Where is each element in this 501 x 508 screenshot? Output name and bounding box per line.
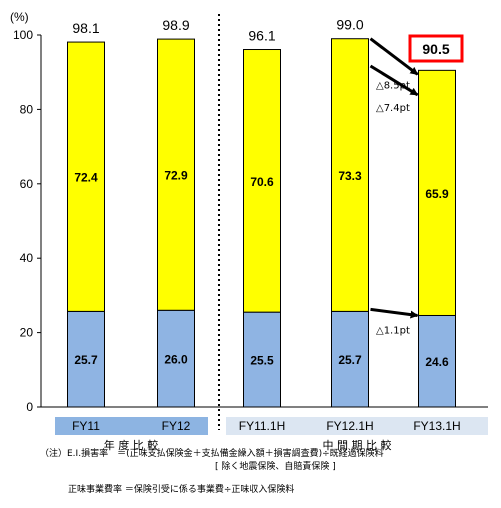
x-tick-label: FY11 bbox=[72, 419, 100, 433]
group-label-annual: 年 度 比 較 bbox=[104, 438, 159, 452]
total-label: 96.1 bbox=[248, 28, 275, 44]
data-label-series2: 70.6 bbox=[250, 175, 274, 189]
bars-layer bbox=[67, 38, 456, 408]
data-label-series1: 25.7 bbox=[338, 353, 362, 367]
x-tick-label: FY12 bbox=[162, 419, 191, 433]
group-label-interim: 中 間 期 比 較 bbox=[323, 438, 392, 452]
data-label-series2: 65.9 bbox=[425, 187, 449, 201]
data-label-series1: 25.7 bbox=[74, 353, 98, 367]
delta-label: △1.1pt bbox=[376, 325, 410, 336]
note-line-3: 正味事業費率 ＝保険引受に係る事業費÷正味収入保険料 bbox=[68, 485, 295, 495]
bar-segment-series1 bbox=[157, 309, 195, 408]
bar-segment-series2 bbox=[418, 69, 456, 316]
bar-segment-series1 bbox=[67, 310, 105, 408]
bar-segment-series2 bbox=[157, 38, 195, 311]
data-label-series1: 24.6 bbox=[425, 355, 449, 369]
x-axis: FY11 FY12 FY11.1H FY12.1H FY13.1H 年 度 比 較 中 間 … bbox=[55, 14, 488, 452]
delta-arrow bbox=[369, 37, 419, 76]
data-label-series2: 72.4 bbox=[74, 171, 98, 185]
y-tick-label: 60 bbox=[20, 177, 34, 191]
x-tick-label: FY11.1H bbox=[239, 419, 285, 433]
data-labels-layer: 25.7 72.4 98.1 26.0 72.9 98.9 25.5 70.6 96.1 25.7… bbox=[72, 17, 464, 369]
total-label: 98.9 bbox=[162, 17, 189, 33]
total-highlight-box bbox=[408, 34, 464, 63]
y-tick-label: 80 bbox=[20, 102, 34, 116]
stacked-bar-chart: (%) 0 20 40 60 80 100 25.7 72.4 98.1 26.0 72.9 98.… bbox=[10, 10, 488, 452]
data-label-series1: 26.0 bbox=[164, 353, 188, 367]
delta-arrow bbox=[370, 307, 419, 319]
total-label: 99.0 bbox=[336, 17, 363, 33]
category-band-annual bbox=[55, 417, 208, 435]
data-label-series2: 72.9 bbox=[164, 169, 188, 183]
note-line-1: （注）E.I.損害率 ＝(正味支払保険金＋支払備金繰入額＋損害調査費)÷既経過保… bbox=[40, 449, 384, 459]
data-label-series1: 25.5 bbox=[250, 354, 274, 368]
data-label-series2: 73.3 bbox=[338, 169, 362, 183]
category-band-interim bbox=[226, 417, 488, 435]
y-tick-label: 40 bbox=[20, 251, 34, 265]
annotations-layer: △8.5pt △7.4pt △1.1pt bbox=[369, 37, 419, 336]
total-label: 98.1 bbox=[72, 20, 99, 36]
delta-arrow bbox=[369, 64, 419, 97]
bar-segment-series2 bbox=[331, 38, 369, 312]
x-tick-label: FY12.1H bbox=[326, 419, 373, 433]
x-tick-label: FY13.1H bbox=[413, 419, 460, 433]
bar-segment-series1 bbox=[331, 310, 369, 408]
y-axis-unit: (%) bbox=[10, 10, 29, 24]
y-tick-label: 0 bbox=[26, 400, 33, 414]
total-label: 90.5 bbox=[422, 41, 449, 57]
bar-segment-series2 bbox=[243, 49, 281, 313]
bar-segment-series2 bbox=[67, 41, 105, 312]
note-line-2: [ 除く地震保険、自賠責保険 ] bbox=[215, 462, 336, 472]
bar-segment-series1 bbox=[418, 314, 456, 408]
delta-label: △7.4pt bbox=[376, 103, 410, 114]
y-tick-label: 100 bbox=[13, 28, 33, 42]
y-tick-label: 20 bbox=[20, 326, 34, 340]
delta-label: △8.5pt bbox=[376, 80, 410, 91]
